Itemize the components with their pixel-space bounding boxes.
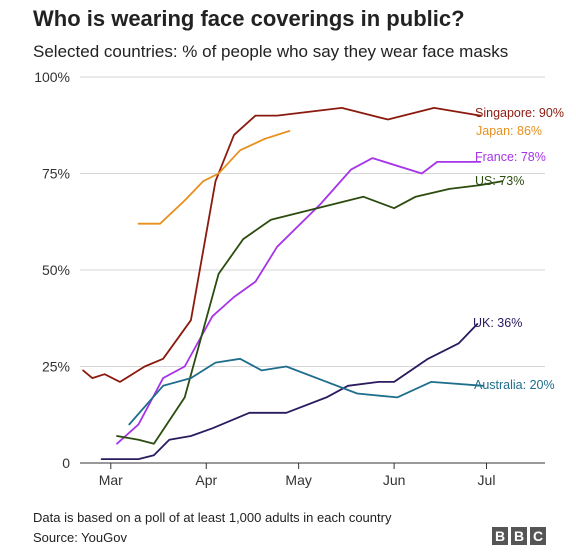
series-labels: Singapore: 90% Japan: 86% France: 78% US: 7… (473, 106, 564, 392)
x-tick-label: Jul (478, 472, 496, 488)
gridlines (80, 76, 545, 367)
series-label-france: France: 78% (475, 150, 546, 164)
y-tick-label: 0 (62, 455, 70, 471)
chart-note: Data is based on a poll of at least 1,00… (33, 510, 392, 525)
series-label-us: US: 73% (475, 174, 524, 188)
chart-source: Source: YouGov (33, 530, 127, 545)
y-tick-label: 25% (42, 359, 70, 375)
axes: 0 25% 50% 75% 100% Mar Apr May Jun Jul (34, 69, 545, 488)
series-line-australia (128, 357, 485, 426)
y-tick-label: 100% (34, 69, 70, 85)
series-label-uk: UK: 36% (473, 316, 522, 330)
chart-subtitle: Selected countries: % of people who say … (33, 42, 509, 61)
x-tick-label: Apr (195, 472, 217, 488)
series-label-australia: Australia: 20% (474, 378, 555, 392)
y-tick-label: 75% (42, 166, 70, 182)
series-line-us (116, 180, 503, 445)
bbc-logo-block: B (511, 527, 527, 545)
x-tick-label: Jun (383, 472, 406, 488)
bbc-logo-block: B (492, 527, 508, 545)
series-label-japan: Japan: 86% (476, 124, 542, 138)
series-line-japan (137, 130, 291, 225)
x-tick-label: Mar (99, 472, 123, 488)
series-line-uk (100, 323, 479, 461)
series-line-france (116, 157, 482, 445)
y-tick-label: 50% (42, 262, 70, 278)
chart-title: Who is wearing face coverings in public? (33, 6, 465, 31)
bbc-logo: B B C (492, 527, 546, 545)
series-lines (82, 107, 503, 461)
bbc-logo-block: C (530, 527, 546, 545)
series-label-singapore: Singapore: 90% (475, 106, 564, 120)
x-tick-label: May (285, 472, 311, 488)
series-line-singapore (82, 107, 482, 383)
